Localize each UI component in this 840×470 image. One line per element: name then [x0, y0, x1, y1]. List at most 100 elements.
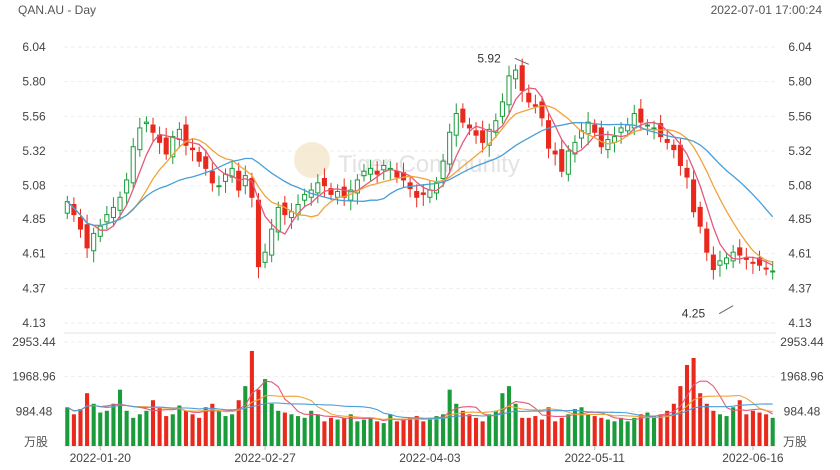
candle: [269, 218, 275, 263]
price-tick-label: 5.32: [788, 144, 812, 158]
volume-bar: [71, 414, 76, 446]
volume-bar: [98, 412, 103, 446]
price-tick-label: 4.37: [22, 281, 46, 295]
price-tick-label: 6.04: [788, 40, 812, 54]
volume-bar: [249, 350, 254, 446]
candle: [730, 244, 736, 269]
volume-tick-label: 984.48: [784, 404, 821, 418]
price-tick-label: 4.13: [22, 316, 46, 330]
volume-bar: [170, 414, 175, 446]
volume-bar: [757, 412, 762, 446]
volume-bar: [645, 412, 650, 446]
volume-bar: [243, 386, 248, 446]
candle: [222, 168, 229, 193]
volume-bar: [361, 419, 367, 446]
candle: [499, 93, 505, 124]
volume-axis-right: 2953.44 1968.96 984.48: [780, 335, 824, 418]
price-annotation: 5.92: [477, 51, 529, 65]
date-label: 2022-02-27: [234, 451, 296, 465]
candle: [216, 175, 222, 196]
candle: [480, 120, 486, 153]
candle: [572, 135, 578, 163]
ma-mid-line: [66, 105, 773, 263]
volume-bar: [315, 414, 320, 446]
volume-bar: [157, 407, 162, 446]
volume-bar: [335, 419, 340, 446]
volume-bar: [658, 414, 663, 446]
volume-bar: [388, 414, 393, 446]
candle: [104, 205, 110, 230]
candle: [282, 195, 288, 225]
volume-bar: [764, 414, 769, 446]
volume-bar: [91, 403, 96, 446]
price-tick-label: 5.32: [22, 144, 46, 158]
candle: [493, 113, 499, 139]
volume-bar: [144, 410, 149, 446]
candle: [361, 164, 367, 182]
volume-tick-label: 2953.44: [12, 335, 56, 349]
price-axis-right: 6.04 5.80 5.56 5.32 5.08 4.85 4.61 4.37 4.13: [788, 40, 812, 330]
volume-bar: [638, 414, 643, 446]
volume-bar: [632, 417, 637, 446]
volume-bar: [203, 407, 208, 446]
chart-title: QAN.AU - Day: [18, 3, 97, 17]
volume-bar: [559, 417, 564, 446]
volume-tick-label: 1968.96: [12, 370, 56, 384]
candle: [170, 130, 176, 165]
candle: [374, 161, 380, 183]
volume-unit-right: 万股: [783, 435, 807, 449]
candle: [691, 169, 697, 218]
candle: [658, 114, 664, 143]
candle: [157, 126, 163, 154]
candle: [717, 250, 723, 277]
volume-bar: [117, 389, 123, 446]
volume-axis-left: 2953.44 1968.96 984.48: [12, 335, 56, 418]
volume-bar: [269, 403, 274, 446]
volume-bar: [612, 421, 617, 446]
candle: [302, 188, 308, 208]
volume-bar: [236, 400, 241, 446]
candle: [737, 239, 743, 264]
volume-bar: [137, 414, 142, 446]
volume-bar: [447, 389, 452, 446]
volume-bar: [434, 416, 439, 446]
volume-bar: [586, 414, 591, 446]
candle: [368, 159, 374, 182]
date-label: 2022-04-03: [399, 451, 461, 465]
volume-bar: [526, 417, 531, 446]
candle: [671, 139, 677, 159]
moving-averages: [66, 87, 774, 266]
candle: [335, 184, 341, 205]
volume-bar: [401, 419, 406, 446]
volume-bar: [230, 414, 235, 446]
candle: [605, 130, 611, 159]
volume-bar: [381, 423, 386, 446]
volume-tick-label: 984.48: [16, 404, 53, 418]
volume-bar: [328, 417, 334, 446]
price-annotations: 5.92 4.25: [477, 51, 734, 321]
volume-bar: [111, 403, 116, 446]
volume-bar: [625, 421, 630, 446]
volume-bar: [744, 414, 749, 446]
volume-bar: [150, 400, 156, 446]
volume-bar: [711, 410, 716, 446]
candle: [756, 250, 763, 271]
candle: [539, 96, 545, 127]
candle: [341, 178, 347, 206]
volume-bar: [216, 410, 221, 446]
price-tick-label: 5.56: [788, 109, 812, 123]
volume-bar: [104, 410, 109, 446]
volume-bar: [750, 410, 755, 446]
volume-bar: [533, 416, 538, 446]
candle: [664, 129, 670, 150]
candle: [710, 246, 716, 280]
volume-bar: [65, 407, 70, 446]
candle: [190, 138, 196, 162]
volume-bar: [770, 417, 775, 446]
price-tick-label: 5.08: [788, 179, 812, 193]
price-tick-label: 4.37: [788, 281, 812, 295]
volume-bar: [493, 410, 498, 446]
volume-bar: [289, 414, 294, 446]
volume-bar: [394, 421, 399, 446]
